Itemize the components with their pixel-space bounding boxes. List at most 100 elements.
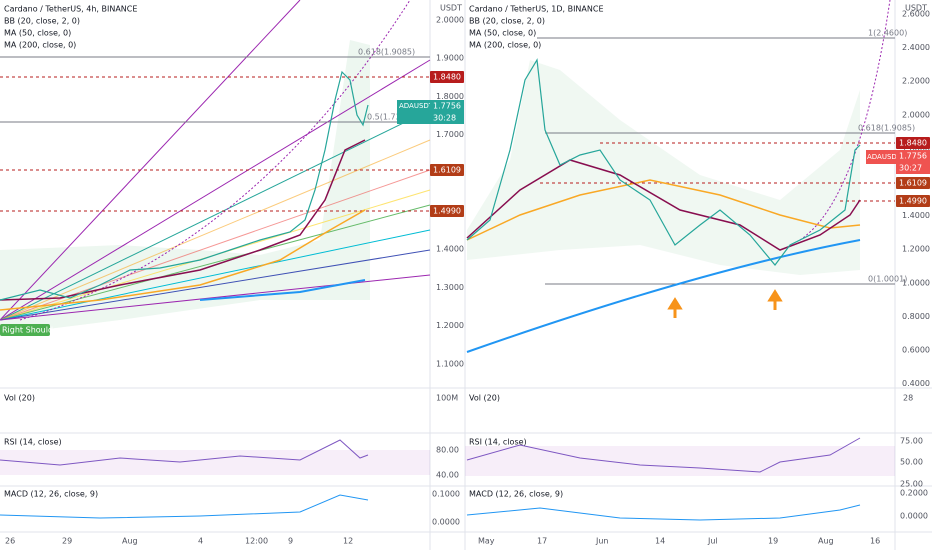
price-box-label: 1.4990 [433, 207, 461, 216]
fib-label: 0(1.0001) [868, 275, 907, 284]
symbol-box [397, 100, 431, 124]
time-tick: 16 [870, 537, 880, 546]
price-box [430, 205, 464, 217]
indicator: BB (20, close, 2, 0) [4, 17, 80, 26]
pane-label: RSI (14, close) [4, 438, 62, 447]
indicator: MA (50, close, 0) [469, 29, 536, 38]
price-tick: 1.0000 [902, 278, 930, 287]
pane-label: MACD (12, 26, close, 9) [469, 490, 563, 499]
price-tick: 2.0000 [436, 16, 464, 25]
time-tick: 12 [343, 537, 353, 546]
currency: USDT [905, 4, 927, 13]
time-tick: 4 [198, 537, 203, 546]
time-tick: Aug [122, 537, 138, 546]
time-tick: May [478, 537, 495, 546]
last-box [896, 150, 930, 174]
time-tick: Jul [707, 537, 718, 546]
price-tick: 1.2000 [902, 245, 930, 254]
price-tick: 1.2000 [436, 321, 464, 330]
price-tick: 1.9000 [436, 54, 464, 63]
pane-label: Vol (20) [469, 394, 500, 403]
rsi-line [466, 437, 861, 473]
fib-label: 0.618(1.9085) [858, 124, 915, 133]
time-tick: 26 [5, 537, 15, 546]
axis-label: 50.00 [900, 458, 923, 467]
last-box [430, 100, 464, 124]
price-tick: 1.4000 [902, 211, 930, 220]
rsi-band [0, 450, 430, 475]
time-tick: 17 [537, 537, 547, 546]
price-box-label: 1.6109 [433, 166, 461, 175]
fib-label: 0.5(1.7351) [367, 113, 414, 122]
time-tick: 14 [655, 537, 665, 546]
fib-label: 0.618(1.9085) [358, 48, 415, 57]
price-box-label: 1.6109 [899, 179, 927, 188]
macd-line [0, 494, 369, 519]
rsi-line [0, 439, 369, 466]
price-tick: 2.0000 [902, 110, 930, 119]
pane-label: Vol (20) [4, 394, 35, 403]
indicator: MA (50, close, 0) [4, 29, 71, 38]
right-legend: Cardano / TetherUS, 1D, BINANCE BB (20, … [469, 4, 928, 521]
countdown: 30:28 [433, 114, 456, 123]
title: Cardano / TetherUS, 1D, BINANCE [469, 5, 604, 14]
price-box [896, 137, 930, 149]
price-tick: 1.4000 [436, 245, 464, 254]
axis-label: 40.00 [436, 471, 459, 480]
symbol: ADAUSDT [867, 153, 902, 161]
price-tick: 1.3000 [436, 283, 464, 292]
price-tick: 2.6000 [902, 10, 930, 19]
indicator: BB (20, close, 2, 0) [469, 17, 545, 26]
time-tick: Jun [595, 537, 609, 546]
time-tick: Aug [818, 537, 834, 546]
price-tick: 1.8000 [436, 92, 464, 101]
axis-label: 0.0000 [900, 512, 928, 521]
price-tick: 2.2000 [902, 77, 930, 86]
left-chart [0, 0, 431, 336]
price-tick: 2.4000 [902, 43, 930, 52]
fib-label: 1(2.4600) [868, 29, 907, 38]
price-tick: 1.1000 [436, 359, 464, 368]
pane-label: RSI (14, close) [469, 438, 527, 447]
price-box [896, 177, 930, 189]
right-chart [466, 0, 895, 353]
price-tick: 0.8000 [902, 312, 930, 321]
time-tick: 9 [288, 537, 293, 546]
indicator: MA (200, close, 0) [4, 41, 76, 50]
last-price: 1.7756 [433, 102, 461, 111]
price-box [430, 71, 464, 83]
axis-label: 0.1000 [432, 490, 460, 499]
axis-label: 0.2000 [900, 489, 928, 498]
countdown: 30:27 [899, 164, 922, 173]
title: Cardano / TetherUS, 4h, BINANCE [4, 5, 137, 14]
symbol: ADAUSDT [399, 102, 434, 110]
macd-line [466, 504, 861, 521]
currency: USDT [440, 4, 462, 13]
price-box [896, 195, 930, 207]
time-tick: 12:00 [245, 537, 268, 546]
price-box-label: 1.8480 [899, 139, 927, 148]
indicator: MA (200, close, 0) [469, 41, 541, 50]
price-tick: 0.4000 [902, 379, 930, 388]
last-price: 1.7756 [899, 152, 927, 161]
axis-label: 25.00 [900, 480, 923, 489]
axis-label: 80.00 [436, 446, 459, 455]
annotation: Right Shoulder [2, 326, 62, 335]
price-tick: 1.7000 [436, 130, 464, 139]
axis-label: 100M [436, 394, 458, 403]
axis-label: 28 [903, 394, 913, 403]
symbol-box [866, 150, 896, 164]
axis-label: 75.00 [900, 437, 923, 446]
price-tick: 0.6000 [902, 346, 930, 355]
time-tick: 19 [768, 537, 778, 546]
time-tick: 29 [62, 537, 72, 546]
left-legend: Cardano / TetherUS, 4h, BINANCE BB (20, … [2, 4, 462, 527]
price-box-label: 1.8480 [433, 73, 461, 82]
axis-label: 0.0000 [432, 518, 460, 527]
price-box-label: 1.4990 [899, 197, 927, 206]
pane-label: MACD (12, 26, close, 9) [4, 490, 98, 499]
price-box [430, 164, 464, 176]
rsi-band [465, 446, 895, 476]
